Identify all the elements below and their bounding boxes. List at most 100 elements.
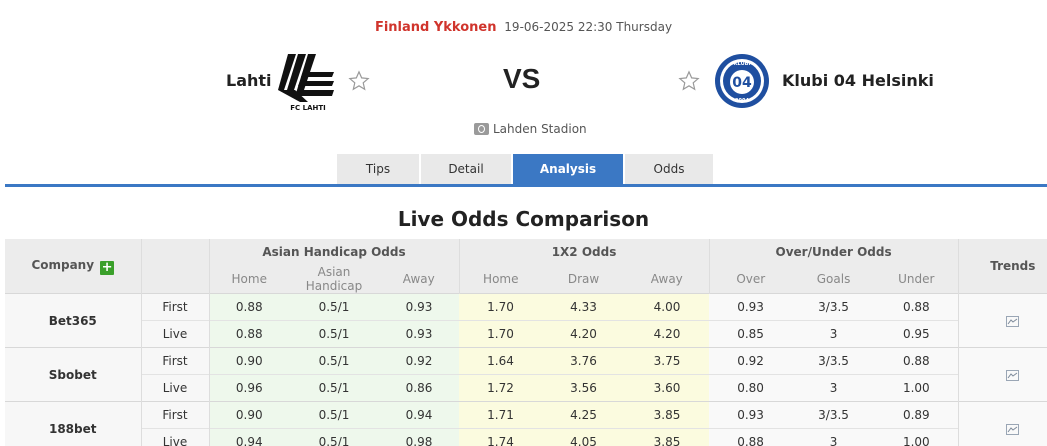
- type-header: [140, 239, 209, 294]
- x12-away: 3.75: [625, 347, 710, 375]
- ou-under: 0.95: [875, 320, 959, 348]
- ou-over: 0.93: [709, 401, 793, 429]
- svg-text:KLUBI: KLUBI: [734, 61, 751, 67]
- favorite-away-star-icon[interactable]: [678, 70, 700, 92]
- table-row: Sbobet First 0.90 0.5/1 0.92 1.64 3.76 3…: [5, 347, 1047, 402]
- trend-chart-icon[interactable]: [1006, 315, 1020, 327]
- x12-home: 1.70: [459, 320, 543, 348]
- x12-away: 4.20: [625, 320, 710, 348]
- ah-home: 0.90: [209, 347, 289, 375]
- company-header-label: Company: [31, 257, 95, 272]
- home-team-logo[interactable]: FC LAHTI: [278, 50, 338, 112]
- over-under-header: Over/Under Odds: [708, 239, 959, 265]
- home-team-name[interactable]: Lahti: [226, 71, 272, 90]
- company-name[interactable]: 188bet: [5, 401, 142, 446]
- x12-home: 1.64: [459, 347, 543, 375]
- ah-home: 0.88: [209, 320, 289, 348]
- favorite-home-star-icon[interactable]: [348, 70, 370, 92]
- venue-name: Lahden Stadion: [493, 122, 587, 136]
- table-row: 188bet First 0.90 0.5/1 0.94 1.71 4.25 3…: [5, 401, 1047, 446]
- x12-home: 1.74: [459, 428, 543, 446]
- tabs-underline: [5, 184, 1047, 187]
- odds-type: Live: [141, 320, 210, 348]
- table-row: Live 0.96 0.5/1 0.86 1.72 3.56 3.60 0.80…: [5, 374, 1047, 402]
- x12-away: 3.85: [625, 428, 710, 446]
- svg-text:2004: 2004: [735, 98, 749, 104]
- x12-draw: 4.33: [542, 293, 626, 321]
- ou-under: 1.00: [875, 428, 959, 446]
- x12-header: 1X2 Odds: [458, 239, 710, 265]
- ou-over: 0.80: [709, 374, 793, 402]
- ou-goals-header: Goals: [792, 265, 876, 294]
- ou-goals: 3/3.5: [792, 293, 876, 321]
- ou-under-header: Under: [875, 265, 959, 294]
- x12-home-header: Home: [458, 265, 543, 294]
- x12-home: 1.70: [459, 293, 543, 321]
- ah-home-header: Home: [208, 265, 289, 294]
- ah-away: 0.94: [379, 401, 460, 429]
- ou-under: 0.88: [875, 347, 959, 375]
- away-team-name[interactable]: Klubi 04 Helsinki: [782, 71, 934, 90]
- company-name[interactable]: Bet365: [5, 293, 142, 348]
- trend-chart-icon[interactable]: [1006, 369, 1020, 381]
- company-name[interactable]: Sbobet: [5, 347, 142, 402]
- ou-under: 0.89: [875, 401, 959, 429]
- vs-label: VS: [503, 63, 541, 94]
- ah-home: 0.96: [209, 374, 289, 402]
- trend-cell: [957, 293, 1047, 348]
- ou-over: 0.92: [709, 347, 793, 375]
- ou-over: 0.93: [709, 293, 793, 321]
- svg-text:FC LAHTI: FC LAHTI: [290, 104, 325, 112]
- x12-away: 4.00: [625, 293, 710, 321]
- x12-home: 1.72: [459, 374, 543, 402]
- table-row: Bet365 First 0.88 0.5/1 0.93 1.70 4.33 4…: [5, 293, 1047, 348]
- ou-goals: 3: [792, 320, 876, 348]
- tab-odds[interactable]: Odds: [625, 154, 713, 184]
- away-team-logo[interactable]: KLUBI 04 2004: [714, 52, 770, 110]
- match-tabs: Tips Detail Analysis Odds: [337, 154, 713, 184]
- x12-draw: 4.25: [542, 401, 626, 429]
- ah-home: 0.88: [209, 293, 289, 321]
- ah-away: 0.86: [379, 374, 460, 402]
- asian-handicap-header: Asian Handicap Odds: [208, 239, 460, 265]
- odds-type: First: [141, 347, 210, 375]
- ou-goals: 3: [792, 428, 876, 446]
- ou-goals: 3/3.5: [792, 347, 876, 375]
- ah-handicap: 0.5/1: [289, 347, 379, 375]
- ou-over: 0.85: [709, 320, 793, 348]
- stadium-icon: [474, 123, 489, 135]
- ou-goals: 3: [792, 374, 876, 402]
- odds-type: Live: [141, 428, 210, 446]
- ah-handicap: 0.5/1: [289, 401, 379, 429]
- match-header: Finland Ykkonen 19-06-2025 22:30 Thursda…: [0, 0, 1047, 187]
- ah-handicap-header: Asian Handicap: [289, 265, 379, 294]
- section-title: Live Odds Comparison: [397, 207, 650, 231]
- tab-tips[interactable]: Tips: [337, 154, 419, 184]
- ah-away: 0.93: [379, 293, 460, 321]
- x12-away: 3.60: [625, 374, 710, 402]
- ou-over-header: Over: [708, 265, 793, 294]
- ah-handicap: 0.5/1: [289, 374, 379, 402]
- x12-draw: 4.05: [542, 428, 626, 446]
- trends-header: Trends: [957, 239, 1047, 294]
- add-company-icon[interactable]: +: [100, 259, 115, 275]
- x12-draw: 4.20: [542, 320, 626, 348]
- ah-away: 0.93: [379, 320, 460, 348]
- league-line: Finland Ykkonen 19-06-2025 22:30 Thursda…: [0, 20, 1047, 35]
- ah-away-header: Away: [379, 265, 460, 294]
- tab-detail[interactable]: Detail: [421, 154, 511, 184]
- ou-under: 0.88: [875, 293, 959, 321]
- x12-draw: 3.76: [542, 347, 626, 375]
- tab-analysis[interactable]: Analysis: [513, 154, 623, 184]
- league-name[interactable]: Finland Ykkonen: [374, 20, 497, 35]
- ou-over: 0.88: [709, 428, 793, 446]
- svg-text:04: 04: [732, 75, 752, 91]
- x12-away-header: Away: [625, 265, 710, 294]
- odds-type: Live: [141, 374, 210, 402]
- table-row: Live 0.88 0.5/1 0.93 1.70 4.20 4.20 0.85…: [5, 320, 1047, 348]
- trend-chart-icon[interactable]: [1006, 423, 1020, 435]
- ou-under: 1.00: [875, 374, 959, 402]
- x12-draw: 3.56: [542, 374, 626, 402]
- table-row: Live 0.94 0.5/1 0.98 1.74 4.05 3.85 0.88…: [5, 428, 1047, 446]
- odds-type: First: [141, 401, 210, 429]
